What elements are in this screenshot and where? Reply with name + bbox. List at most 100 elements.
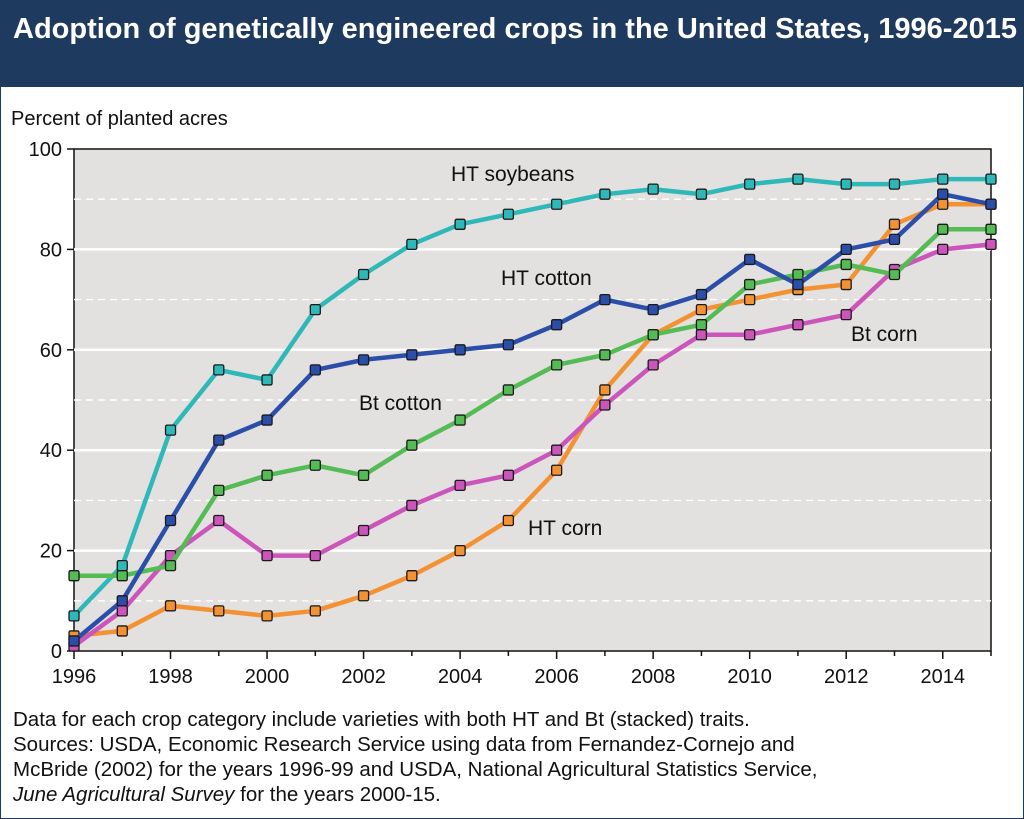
point-ht-cotton bbox=[309, 364, 321, 376]
point-bt-corn bbox=[985, 238, 997, 251]
x-tick-label: 2002 bbox=[341, 666, 386, 688]
label-ht-soybeans: HT soybeans bbox=[451, 163, 574, 186]
point-ht-cotton bbox=[937, 188, 949, 200]
point-ht-cotton bbox=[213, 434, 225, 446]
note-line-4-rest: for the years 2000-15. bbox=[234, 783, 441, 806]
series-ht-cotton bbox=[68, 188, 997, 647]
y-axis-ticks: 0 20 40 60 80 100 bbox=[29, 139, 74, 663]
series-ht-soybeans bbox=[68, 173, 997, 622]
gridlines bbox=[74, 198, 991, 602]
point-bt-cotton bbox=[116, 570, 128, 582]
point-ht-cotton bbox=[261, 414, 273, 426]
point-ht-soybeans bbox=[744, 178, 756, 190]
point-bt-cotton bbox=[792, 268, 804, 281]
x-tick-label: 2006 bbox=[534, 666, 579, 688]
point-ht-corn bbox=[357, 590, 370, 602]
point-bt-cotton bbox=[985, 223, 997, 235]
point-bt-cotton bbox=[888, 268, 901, 281]
label-bt-corn: Bt corn bbox=[851, 323, 918, 346]
point-ht-corn bbox=[406, 570, 418, 582]
point-ht-soybeans bbox=[888, 178, 901, 190]
point-bt-corn bbox=[550, 444, 563, 456]
series-bt-corn bbox=[68, 238, 997, 652]
point-ht-corn bbox=[888, 218, 901, 230]
line-bt-cotton bbox=[71, 227, 994, 578]
point-ht-soybeans bbox=[985, 173, 997, 185]
point-ht-corn bbox=[744, 293, 756, 306]
point-bt-corn bbox=[937, 243, 949, 256]
point-bt-cotton bbox=[695, 319, 708, 331]
point-ht-corn bbox=[309, 605, 321, 617]
label-ht-cotton: HT cotton bbox=[501, 267, 592, 290]
point-bt-corn bbox=[502, 469, 515, 481]
point-ht-corn bbox=[116, 625, 128, 637]
point-bt-cotton bbox=[309, 459, 321, 471]
x-tick-label: 2000 bbox=[245, 666, 290, 688]
point-ht-soybeans bbox=[599, 188, 611, 200]
point-ht-soybeans bbox=[840, 178, 852, 190]
point-bt-cotton bbox=[550, 359, 563, 371]
point-bt-corn bbox=[116, 605, 128, 617]
y-tick-label: 40 bbox=[40, 440, 62, 462]
survey-name: June Agricultural Survey bbox=[13, 783, 235, 806]
point-ht-cotton bbox=[647, 303, 659, 316]
y-axis-label: Percent of planted acres bbox=[11, 108, 228, 130]
point-ht-soybeans bbox=[261, 374, 273, 386]
point-bt-cotton bbox=[68, 570, 80, 582]
point-bt-corn bbox=[647, 359, 659, 371]
line-ht-cotton bbox=[71, 191, 994, 644]
point-ht-cotton bbox=[792, 278, 804, 291]
point-ht-cotton bbox=[357, 354, 370, 366]
point-ht-soybeans bbox=[695, 188, 708, 200]
note-line-1: Data for each crop category include vari… bbox=[13, 708, 750, 731]
point-bt-cotton bbox=[840, 258, 852, 271]
point-ht-soybeans bbox=[937, 173, 949, 185]
point-bt-corn bbox=[695, 329, 708, 341]
point-ht-corn bbox=[550, 464, 563, 476]
y-tick-label: 20 bbox=[40, 541, 62, 563]
x-tick-label: 1998 bbox=[148, 666, 193, 688]
note-line-2: Sources: USDA, Economic Research Service… bbox=[13, 733, 795, 756]
point-ht-cotton bbox=[599, 293, 611, 306]
point-ht-soybeans bbox=[309, 303, 321, 316]
point-ht-corn bbox=[261, 610, 273, 622]
point-bt-corn bbox=[454, 479, 466, 491]
point-ht-corn bbox=[840, 278, 852, 291]
x-axis-ticks: 1996 1998 2000 2002 2004 2006 2008 2010 2012 2014 bbox=[52, 651, 992, 688]
point-bt-cotton bbox=[213, 484, 225, 497]
point-ht-corn bbox=[695, 303, 708, 316]
point-bt-cotton bbox=[599, 349, 611, 361]
y-tick-label: 0 bbox=[51, 641, 62, 663]
point-ht-cotton bbox=[888, 233, 901, 246]
point-ht-corn bbox=[213, 605, 225, 617]
point-ht-soybeans bbox=[454, 218, 466, 230]
chart-notes: Data for each crop category include vari… bbox=[13, 707, 1013, 807]
point-ht-cotton bbox=[840, 243, 852, 256]
point-ht-cotton bbox=[502, 339, 515, 351]
note-line-4: June Agricultural Survey for the years 2… bbox=[13, 782, 1013, 807]
series-labels: HT soybeans HT cotton Bt cotton Bt corn HT c… bbox=[359, 163, 918, 540]
x-tick-label: 2014 bbox=[920, 666, 965, 688]
point-ht-soybeans bbox=[68, 610, 80, 622]
point-bt-corn bbox=[213, 514, 225, 527]
point-ht-cotton bbox=[406, 349, 418, 361]
line-ht-soybeans bbox=[71, 176, 994, 619]
chart: 0 20 40 60 80 100 1996 1998 2000 2002 2004 2006 200… bbox=[11, 108, 997, 688]
point-ht-cotton bbox=[985, 198, 997, 210]
label-bt-cotton: Bt cotton bbox=[359, 392, 442, 415]
point-bt-corn bbox=[309, 549, 321, 562]
point-bt-corn bbox=[357, 524, 370, 537]
point-ht-corn bbox=[454, 544, 466, 557]
x-tick-label: 2012 bbox=[824, 666, 869, 688]
point-ht-soybeans bbox=[406, 238, 418, 251]
point-bt-cotton bbox=[744, 278, 756, 291]
point-ht-corn bbox=[599, 384, 611, 396]
point-bt-corn bbox=[406, 499, 418, 512]
point-bt-cotton bbox=[502, 384, 515, 396]
y-tick-label: 80 bbox=[40, 239, 62, 261]
point-bt-corn bbox=[744, 329, 756, 341]
point-bt-cotton bbox=[454, 414, 466, 426]
x-tick-label: 2004 bbox=[438, 666, 483, 688]
point-ht-soybeans bbox=[792, 173, 804, 185]
